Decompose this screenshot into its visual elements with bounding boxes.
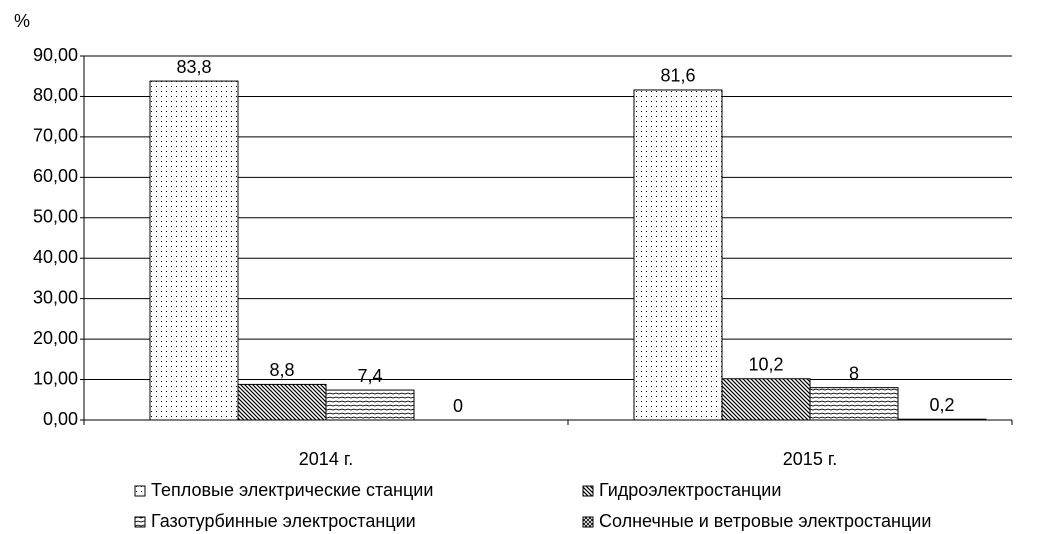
- value-label: 81,6: [660, 66, 695, 86]
- y-tick-label: 0,00: [43, 409, 78, 429]
- bar: [721, 378, 811, 421]
- y-tick-label: 50,00: [33, 207, 78, 227]
- y-tick-label: 30,00: [33, 287, 78, 307]
- value-label: 0: [453, 396, 463, 416]
- bar: [149, 80, 239, 421]
- legend-label: Солнечные и ветровые электростанции: [599, 511, 931, 531]
- y-tick-label: 80,00: [33, 85, 78, 105]
- y-tick-label: 20,00: [33, 328, 78, 348]
- y-tick-label: 60,00: [33, 166, 78, 186]
- bar: [633, 89, 723, 421]
- legend-label: Газотурбинные электростанции: [151, 511, 416, 531]
- value-label: 8,8: [269, 360, 294, 380]
- bar: [809, 387, 899, 421]
- y-axis-label: %: [14, 11, 30, 31]
- value-label: 0,2: [929, 395, 954, 415]
- y-tick-label: 10,00: [33, 368, 78, 388]
- value-label: 10,2: [748, 354, 783, 374]
- legend-swatch: [582, 485, 594, 497]
- bar: [897, 418, 987, 421]
- y-tick-label: 70,00: [33, 126, 78, 146]
- value-label: 8: [849, 363, 859, 383]
- value-label: 83,8: [176, 57, 211, 77]
- legend-label: Тепловые электрические станции: [151, 480, 433, 500]
- legend-label: Гидроэлектростанции: [599, 480, 781, 500]
- legend-swatch: [134, 516, 146, 528]
- legend-swatch: [582, 516, 594, 528]
- x-tick-label: 2015 г.: [783, 449, 837, 469]
- value-label: 7,4: [357, 366, 382, 386]
- x-tick-label: 2014 г.: [299, 449, 353, 469]
- y-tick-label: 90,00: [33, 45, 78, 65]
- bar: [237, 383, 327, 421]
- legend-swatch: [134, 485, 146, 497]
- bar: [325, 389, 415, 421]
- y-tick-label: 40,00: [33, 247, 78, 267]
